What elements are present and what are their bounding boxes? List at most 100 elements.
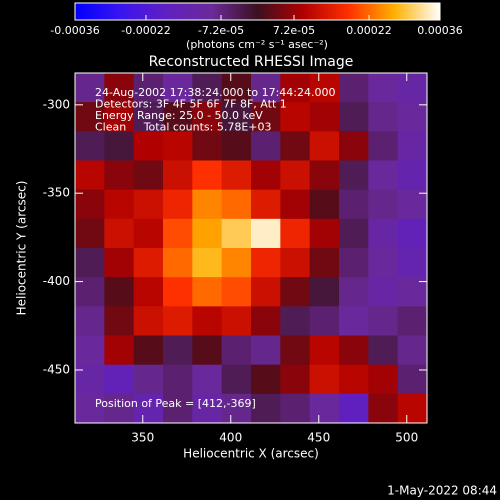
heatmap-cell — [163, 102, 193, 132]
heatmap-cell — [75, 364, 105, 395]
heatmap-cell — [133, 160, 164, 191]
heatmap-cell — [309, 189, 340, 220]
heatmap-cell — [192, 160, 223, 191]
heatmap-cell — [251, 102, 281, 132]
heatmap-cell — [104, 393, 135, 424]
heatmap-cell — [280, 248, 311, 278]
heatmap-cell — [397, 335, 428, 366]
heatmap-cell — [104, 364, 135, 395]
heatmap-cell — [397, 364, 428, 395]
heatmap-cell — [368, 364, 399, 395]
heatmap-cell — [104, 189, 135, 220]
heatmap-cell — [192, 189, 223, 220]
heatmap-cell — [163, 218, 193, 249]
heatmap-cell — [104, 277, 135, 307]
chart-title: Reconstructed RHESSI Image — [149, 54, 354, 70]
heatmap-cell — [251, 364, 281, 395]
heatmap-cell — [397, 306, 428, 336]
heatmap-cell — [104, 160, 135, 191]
heatmap-cell — [163, 189, 193, 220]
heatmap-cell — [221, 131, 252, 161]
heatmap-cell — [339, 73, 369, 103]
heatmap-cell — [368, 102, 399, 132]
colorbar-tick-label: 0.00036 — [417, 24, 463, 37]
heatmap-cell — [75, 218, 105, 249]
heatmap-cell — [133, 131, 164, 161]
heatmap-cell — [75, 102, 105, 132]
heatmap-cell — [309, 160, 340, 191]
heatmap-cell — [397, 160, 428, 191]
heatmap-cell — [309, 393, 340, 424]
heatmap-cell — [221, 393, 252, 424]
annotation: 24-Aug-2002 17:38:24.000 to 17:44:24.000 — [95, 86, 336, 99]
heatmap-cell — [192, 393, 223, 424]
heatmap-cell — [75, 306, 105, 336]
heatmap-cell — [133, 189, 164, 220]
heatmap-cell — [163, 131, 193, 161]
heatmap-cell — [280, 102, 311, 132]
heatmap-cell — [221, 189, 252, 220]
heatmap-cell — [251, 393, 281, 424]
heatmap-cell — [368, 277, 399, 307]
colorbar-tick-label: 7.2e-05 — [273, 24, 315, 37]
heatmap-cell — [397, 189, 428, 220]
heatmap-cell — [397, 248, 428, 278]
heatmap-cell — [309, 73, 340, 103]
annotation: Detectors: 3F 4F 5F 6F 7F 8F, Att 1 — [95, 98, 287, 111]
heatmap-cell — [251, 248, 281, 278]
heatmap-cell — [192, 277, 223, 307]
heatmap-cell — [221, 218, 252, 249]
heatmap-cell — [221, 73, 252, 103]
heatmap-cell — [339, 364, 369, 395]
heatmap-cell — [309, 248, 340, 278]
heatmap-cell — [104, 218, 135, 249]
heatmap-cell — [251, 306, 281, 336]
heatmap-cell — [309, 277, 340, 307]
heatmap-cell — [339, 218, 369, 249]
heatmap-cell — [397, 277, 428, 307]
heatmap-cell — [104, 131, 135, 161]
heatmap-cell — [221, 277, 252, 307]
colorbar-label: (photons cm⁻² s⁻¹ asec⁻²) — [186, 38, 328, 51]
heatmap-cell — [368, 393, 399, 424]
y-tick-label: -350 — [43, 186, 70, 200]
heatmap-cell — [251, 73, 281, 103]
heatmap-cell — [368, 73, 399, 103]
heatmap-cell — [251, 277, 281, 307]
heatmap-cell — [280, 189, 311, 220]
heatmap-cell — [339, 131, 369, 161]
heatmap-cell — [397, 131, 428, 161]
heatmap-cell — [309, 306, 340, 336]
heatmap-cell — [309, 335, 340, 366]
x-tick-label: 400 — [219, 431, 242, 445]
heatmap-cell — [280, 131, 311, 161]
heatmap-cell — [397, 393, 428, 424]
colorbar — [74, 2, 441, 21]
heatmap-cell — [280, 277, 311, 307]
heatmap-cell — [368, 306, 399, 336]
heatmap-cell — [339, 393, 369, 424]
heatmap-cell — [163, 393, 193, 424]
colorbar-tick-label: -7.2e-05 — [198, 24, 244, 37]
heatmap-cell — [75, 189, 105, 220]
heatmap-cell — [397, 218, 428, 249]
heatmap-cell — [339, 248, 369, 278]
heatmap-cell — [192, 364, 223, 395]
heatmap-cell — [368, 160, 399, 191]
heatmap-cell — [339, 160, 369, 191]
heatmap-cell — [192, 306, 223, 336]
heatmap-cell — [133, 248, 164, 278]
y-tick-label: -300 — [43, 97, 70, 111]
heatmap-cell — [309, 364, 340, 395]
heatmap-cell — [339, 189, 369, 220]
y-axis-label: Heliocentric Y (arcsec) — [15, 181, 29, 316]
heatmap-cell — [163, 160, 193, 191]
heatmap-cell — [133, 393, 164, 424]
colorbar-tick-label: -0.00036 — [50, 24, 99, 37]
heatmap-cell — [192, 335, 223, 366]
heatmap-cell — [133, 218, 164, 249]
heatmap-cell — [280, 364, 311, 395]
heatmap-cell — [309, 102, 340, 132]
